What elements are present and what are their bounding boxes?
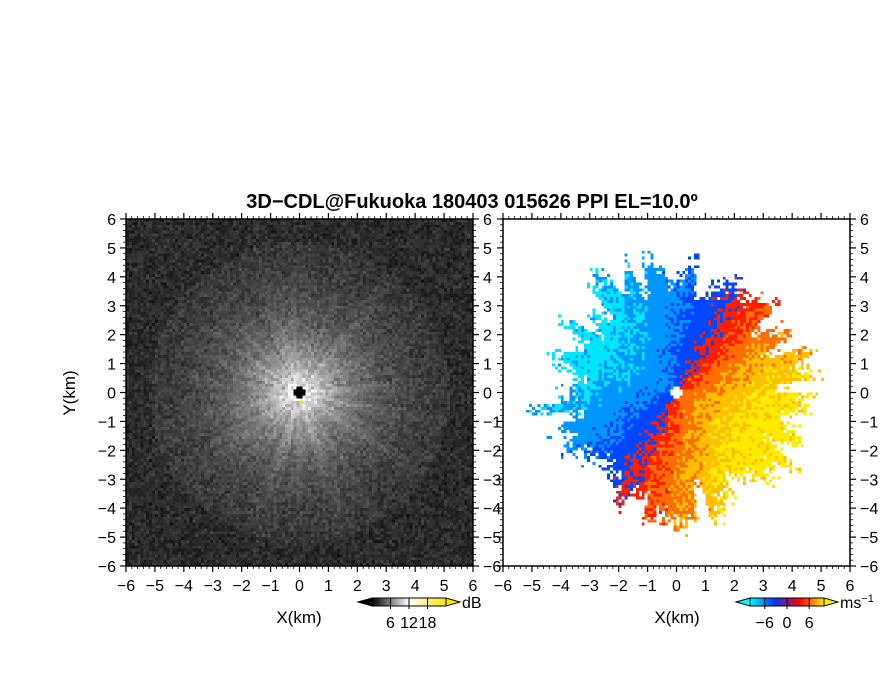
- y-tick-label: 0: [107, 386, 116, 403]
- colorbar-low-arrow: [734, 597, 751, 607]
- x-tick-label: 6: [469, 578, 478, 595]
- radar-center-marker: [672, 388, 681, 397]
- x-tick-label: 4: [788, 578, 797, 595]
- snr-image: [126, 219, 473, 566]
- x-tick-label: 5: [817, 578, 826, 595]
- x-tick-label: −1: [638, 578, 656, 595]
- x-tick-label: 1: [701, 578, 710, 595]
- x-tick-label: 5: [440, 578, 449, 595]
- y-tick-label: −5: [98, 530, 116, 547]
- radar-center-marker: [294, 387, 305, 398]
- y-tick-label: 1: [107, 357, 116, 374]
- y-tick-label-right: −1: [860, 414, 878, 431]
- velocity-x-axis-label: X(km): [654, 608, 699, 627]
- y-tick-label-right: −3: [483, 472, 501, 489]
- y-tick-label-right: 3: [860, 299, 869, 316]
- colorbar-tick-label: 12: [400, 615, 418, 632]
- y-tick-label: 3: [107, 299, 116, 316]
- colorbar-tick-label: 6: [805, 615, 814, 632]
- chart-title: 3D−CDL@Fukuoka 180403 015626 PPI EL=10.0…: [246, 191, 698, 213]
- velocity-image: [503, 219, 850, 566]
- x-tick-label: 1: [324, 578, 333, 595]
- y-tick-label-right: 1: [483, 357, 492, 374]
- y-tick-label-right: −2: [483, 443, 501, 460]
- y-tick-label: 6: [107, 212, 116, 229]
- x-tick-label: −5: [523, 578, 541, 595]
- colorbar-unit: dB: [462, 595, 482, 612]
- y-tick-label-right: −6: [860, 559, 878, 576]
- colorbar-tick-label: 6: [386, 615, 395, 632]
- y-tick-label-right: 2: [860, 328, 869, 345]
- colorbar-tick-label: 0: [783, 615, 792, 632]
- x-tick-label: 6: [846, 578, 855, 595]
- x-tick-label: −1: [261, 578, 279, 595]
- velocity-colorbar: −6 0 6 ms−1: [734, 593, 874, 632]
- y-tick-label-right: −4: [860, 501, 878, 518]
- x-tick-label: −5: [146, 578, 164, 595]
- y-tick-label: −2: [98, 443, 116, 460]
- y-tick-label-right: −5: [483, 530, 501, 547]
- x-tick-label: −6: [494, 578, 512, 595]
- y-tick-label: −4: [98, 501, 116, 518]
- colorbar-unit-exponent: −1: [861, 593, 874, 605]
- y-tick-label-right: −3: [860, 472, 878, 489]
- snr-y-axis-label: Y(km): [60, 370, 79, 415]
- snr-ticks: −6−6 −6−5−5 −5−4−4 −4−3−3 −3−2−2 −2−1−1 −100 01…: [98, 212, 502, 595]
- colorbar-tick-label: −6: [756, 615, 774, 632]
- y-tick-label: 4: [107, 270, 116, 287]
- y-tick-label-right: 0: [860, 386, 869, 403]
- y-tick-label-right: 6: [860, 212, 869, 229]
- y-tick-label-right: −6: [483, 559, 501, 576]
- x-tick-label: −6: [117, 578, 135, 595]
- y-tick-label-right: 1: [860, 357, 869, 374]
- x-tick-label: 3: [382, 578, 391, 595]
- y-tick-label-right: −4: [483, 501, 501, 518]
- velocity-panel: −6 −6 −5 −5 −4 −4 −3 −3 −2 −2 −1 −1 0 0 1 1 2 2 3 3 4 4 5 5 6 6 X…: [494, 212, 878, 632]
- y-tick-label: −3: [98, 472, 116, 489]
- x-tick-label: −4: [175, 578, 193, 595]
- y-tick-label-right: 0: [483, 386, 492, 403]
- x-tick-label: 0: [295, 578, 304, 595]
- colorbar-high-arrow: [445, 597, 462, 607]
- y-tick-label-right: −1: [483, 414, 501, 431]
- x-tick-label: 3: [759, 578, 768, 595]
- y-tick-label: −6: [98, 559, 116, 576]
- x-tick-label: 2: [730, 578, 739, 595]
- y-tick-label: −1: [98, 414, 116, 431]
- y-tick-label-right: 2: [483, 328, 492, 345]
- x-tick-label: −2: [233, 578, 251, 595]
- y-tick-label-right: −2: [860, 443, 878, 460]
- y-tick-label-right: 4: [483, 270, 492, 287]
- radar-center-highlight: [300, 400, 303, 403]
- velocity-ticks: −6 −6 −5 −5 −4 −4 −3 −3 −2 −2 −1 −1 0 0 1 1 2 2 3 3 4 4 5 5 6 6: [494, 212, 878, 595]
- x-tick-label: 0: [672, 578, 681, 595]
- colorbar-low-arrow: [356, 597, 373, 607]
- snr-colorbar: 6 12 18 dB: [356, 595, 482, 632]
- snr-x-axis-label: X(km): [276, 608, 321, 627]
- y-tick-label: 5: [107, 241, 116, 258]
- colorbar-tick-label: 18: [419, 615, 437, 632]
- x-tick-label: 2: [353, 578, 362, 595]
- x-tick-label: −3: [204, 578, 222, 595]
- y-tick-label-right: 3: [483, 299, 492, 316]
- y-tick-label-right: 6: [483, 212, 492, 229]
- y-tick-label-right: 4: [860, 270, 869, 287]
- snr-panel: −6−6 −6−5−5 −5−4−4 −4−3−3 −3−2−2 −2−1−1 −100 01…: [60, 212, 501, 632]
- x-tick-label: −3: [581, 578, 599, 595]
- y-tick-label-right: 5: [860, 241, 869, 258]
- x-tick-label: 4: [411, 578, 420, 595]
- x-tick-label: −4: [552, 578, 570, 595]
- y-tick-label-right: −5: [860, 530, 878, 547]
- y-tick-label: 2: [107, 328, 116, 345]
- colorbar-unit: ms−1: [840, 593, 874, 612]
- y-tick-label-right: 5: [483, 241, 492, 258]
- colorbar-high-arrow: [823, 597, 840, 607]
- x-tick-label: −2: [610, 578, 628, 595]
